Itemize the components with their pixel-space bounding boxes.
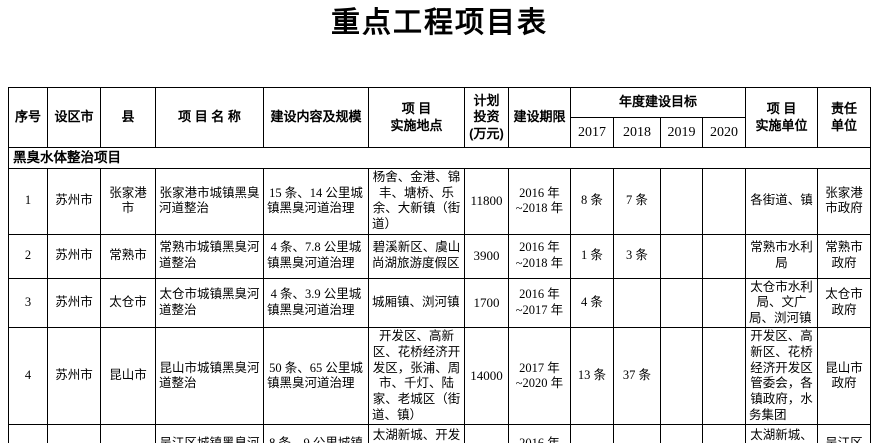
cell-goal-2018: 7 条 <box>613 168 661 235</box>
cell-seq: 5 <box>8 424 48 443</box>
table-row: 3 苏州市 太仓市 太仓市城镇黑臭河道整治 4 条、3.9 公里城镇黑臭河道治理… <box>8 277 872 329</box>
table-row: 2 苏州市 常熟市 常熟市城镇黑臭河道整治 4 条、7.8 公里城镇黑臭河道治理… <box>8 233 872 279</box>
cell-project-name: 张家港市城镇黑臭河道整治 <box>155 168 264 235</box>
cell-city: 苏州市 <box>47 168 101 235</box>
header-year-2018: 2018 <box>613 117 661 148</box>
table-row: 4 苏州市 昆山市 昆山市城镇黑臭河道整治 50 条、65 公里城镇黑臭河道治理… <box>8 327 872 426</box>
cell-resp-unit: 吴江区政府 <box>817 424 872 443</box>
cell-goal-2018 <box>613 277 661 329</box>
cell-investment: 14000 <box>464 327 509 426</box>
cell-goal-2019 <box>660 327 703 426</box>
cell-goal-2018: 37 条 <box>613 327 661 426</box>
cell-impl-unit: 开发区、高新区、花桥经济开发区管委会，各镇政府，水务集团 <box>745 327 819 426</box>
cell-goal-2020 <box>701 424 747 443</box>
cell-goal-2017: 4 条 <box>570 424 614 443</box>
projects-table: 序号 设区市 县 项 目 名 称 建设内容及规模 项 目 实施地点 计划 投资 … <box>7 87 872 443</box>
header-location: 项 目 实施地点 <box>368 87 465 148</box>
cell-period: 2016 年 ~2018 年 <box>508 233 571 279</box>
cell-goal-2020 <box>701 277 747 329</box>
cell-resp-unit: 太仓市政府 <box>817 277 872 329</box>
table-header: 序号 设区市 县 项 目 名 称 建设内容及规模 项 目 实施地点 计划 投资 … <box>8 87 872 148</box>
cell-county: 太仓市 <box>100 277 156 329</box>
cell-city: 苏州市 <box>47 424 101 443</box>
cell-location: 太湖新城、开发区、汾湖、七都街道、镇 <box>368 424 465 443</box>
cell-goal-2019 <box>660 277 703 329</box>
cell-content-scale: 8 条、9 公里城镇黑臭河道治理 <box>263 424 369 443</box>
section-row: 黑臭水体整治项目 <box>7 147 872 169</box>
cell-goal-2019 <box>660 233 703 279</box>
cell-investment: 11800 <box>464 168 509 235</box>
header-resp-unit: 责任 单位 <box>817 87 872 148</box>
cell-city: 苏州市 <box>47 327 101 426</box>
document-page: 重点工程项目表 序号 设区市 县 项 目 名 称 建设内容及规模 项 目 实施地… <box>0 5 879 443</box>
table-row: 5 苏州市 吴江区 吴江区城镇黑臭河道整治 8 条、9 公里城镇黑臭河道治理 太… <box>8 424 872 443</box>
cell-content-scale: 4 条、7.8 公里城镇黑臭河道治理 <box>263 233 369 279</box>
header-project-name: 项 目 名 称 <box>155 87 264 148</box>
cell-content-scale: 50 条、65 公里城镇黑臭河道治理 <box>263 327 369 426</box>
cell-content-scale: 15 条、14 公里城镇黑臭河道治理 <box>263 168 369 235</box>
page-title: 重点工程项目表 <box>330 7 548 39</box>
cell-county: 吴江区 <box>100 424 156 443</box>
cell-impl-unit: 各街道、镇 <box>745 168 819 235</box>
cell-goal-2018: 4 条 <box>613 424 661 443</box>
header-content-scale: 建设内容及规模 <box>263 87 369 148</box>
cell-location: 开发区、高新区、花桥经济开发区，张浦、周市、千灯、陆家、老城区（街道、镇） <box>368 327 465 426</box>
cell-period: 2017 年 ~2020 年 <box>508 327 571 426</box>
cell-period: 2016 年 ~2018 年 <box>508 168 571 235</box>
cell-goal-2019 <box>660 424 703 443</box>
cell-investment: 1700 <box>464 277 509 329</box>
cell-seq: 4 <box>8 327 48 426</box>
header-period: 建设期限 <box>508 87 571 148</box>
cell-goal-2020 <box>701 233 747 279</box>
section-title: 黑臭水体整治项目 <box>7 147 872 169</box>
cell-project-name: 昆山市城镇黑臭河道整治 <box>155 327 264 426</box>
cell-goal-2017: 1 条 <box>570 233 614 279</box>
cell-goal-2017: 4 条 <box>570 277 614 329</box>
cell-goal-2017: 8 条 <box>570 168 614 235</box>
cell-seq: 3 <box>8 277 48 329</box>
cell-city: 苏州市 <box>47 277 101 329</box>
cell-goal-2017: 13 条 <box>570 327 614 426</box>
cell-impl-unit: 太湖新城、开发区、汾湖、七都镇 <box>745 424 819 443</box>
cell-location: 杨舍、金港、锦丰、塘桥、乐余、大新镇（街道） <box>368 168 465 235</box>
cell-goal-2018: 3 条 <box>613 233 661 279</box>
cell-resp-unit: 昆山市政府 <box>817 327 872 426</box>
header-city: 设区市 <box>47 87 101 148</box>
cell-project-name: 太仓市城镇黑臭河道整治 <box>155 277 264 329</box>
header-county: 县 <box>100 87 156 148</box>
header-year-2019: 2019 <box>660 117 703 148</box>
header-investment: 计划 投资 (万元) <box>464 87 509 148</box>
cell-county: 常熟市 <box>100 233 156 279</box>
cell-period: 2016 年 ~2017 年 <box>508 277 571 329</box>
header-year-2020: 2020 <box>701 117 747 148</box>
cell-impl-unit: 常熟市水利局 <box>745 233 819 279</box>
cell-project-name: 吴江区城镇黑臭河道整治 <box>155 424 264 443</box>
cell-project-name: 常熟市城镇黑臭河道整治 <box>155 233 264 279</box>
cell-goal-2019 <box>660 168 703 235</box>
cell-period: 2016 年 ~2017 年 <box>508 424 571 443</box>
cell-investment: 5400 <box>464 424 509 443</box>
cell-county: 昆山市 <box>100 327 156 426</box>
header-seq: 序号 <box>8 87 48 148</box>
cell-investment: 3900 <box>464 233 509 279</box>
table-row: 1 苏州市 张家港市 张家港市城镇黑臭河道整治 15 条、14 公里城镇黑臭河道… <box>8 168 872 235</box>
header-impl-unit: 项 目 实施单位 <box>745 87 819 148</box>
cell-seq: 2 <box>8 233 48 279</box>
cell-county: 张家港市 <box>100 168 156 235</box>
cell-impl-unit: 太仓市水利局、文广局、浏河镇 <box>745 277 819 329</box>
cell-goal-2020 <box>701 327 747 426</box>
cell-resp-unit: 张家港市政府 <box>817 168 872 235</box>
header-year-2017: 2017 <box>570 117 614 148</box>
cell-resp-unit: 常熟市政府 <box>817 233 872 279</box>
header-annual-goals: 年度建设目标 <box>569 87 747 118</box>
cell-location: 城厢镇、浏河镇 <box>368 277 465 329</box>
cell-content-scale: 4 条、3.9 公里城镇黑臭河道治理 <box>263 277 369 329</box>
cell-location: 碧溪新区、虞山尚湖旅游度假区 <box>368 233 465 279</box>
cell-city: 苏州市 <box>47 233 101 279</box>
cell-seq: 1 <box>8 168 48 235</box>
cell-goal-2020 <box>701 168 747 235</box>
